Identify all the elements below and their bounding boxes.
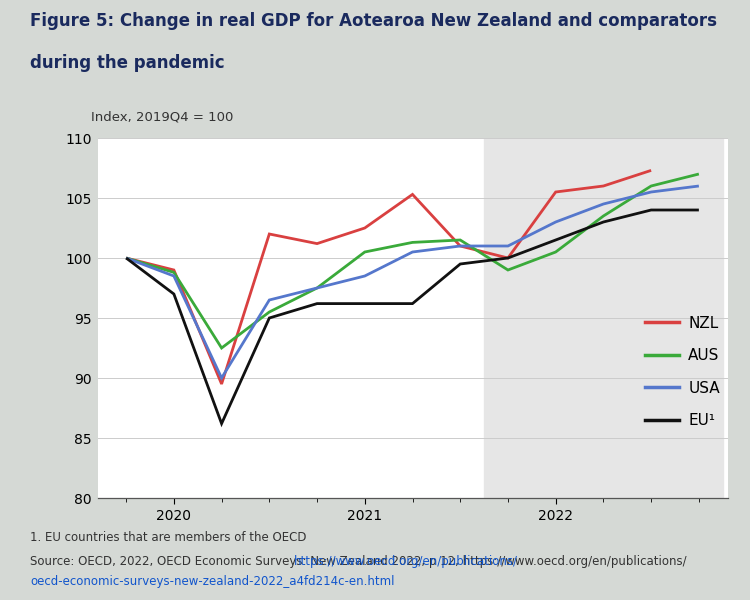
Text: https://www.oecd.org/en/publications/: https://www.oecd.org/en/publications/ (294, 555, 518, 568)
Text: Index, 2019Q4 = 100: Index, 2019Q4 = 100 (92, 110, 233, 124)
Text: Figure 5: Change in real GDP for Aotearoa New Zealand and comparators: Figure 5: Change in real GDP for Aotearo… (30, 12, 717, 30)
Text: oecd-economic-surveys-new-zealand-2022_a4fd214c-en.html: oecd-economic-surveys-new-zealand-2022_a… (30, 575, 395, 588)
Text: 1. EU countries that are members of the OECD: 1. EU countries that are members of the … (30, 531, 307, 544)
Legend: NZL, AUS, USA, EU¹: NZL, AUS, USA, EU¹ (646, 316, 720, 428)
Text: Source: OECD, 2022, OECD Economic Surveys: New Zealand 2022, p 12, https://www.o: Source: OECD, 2022, OECD Economic Survey… (30, 555, 687, 568)
Text: during the pandemic: during the pandemic (30, 54, 225, 72)
Bar (484, 138, 723, 498)
